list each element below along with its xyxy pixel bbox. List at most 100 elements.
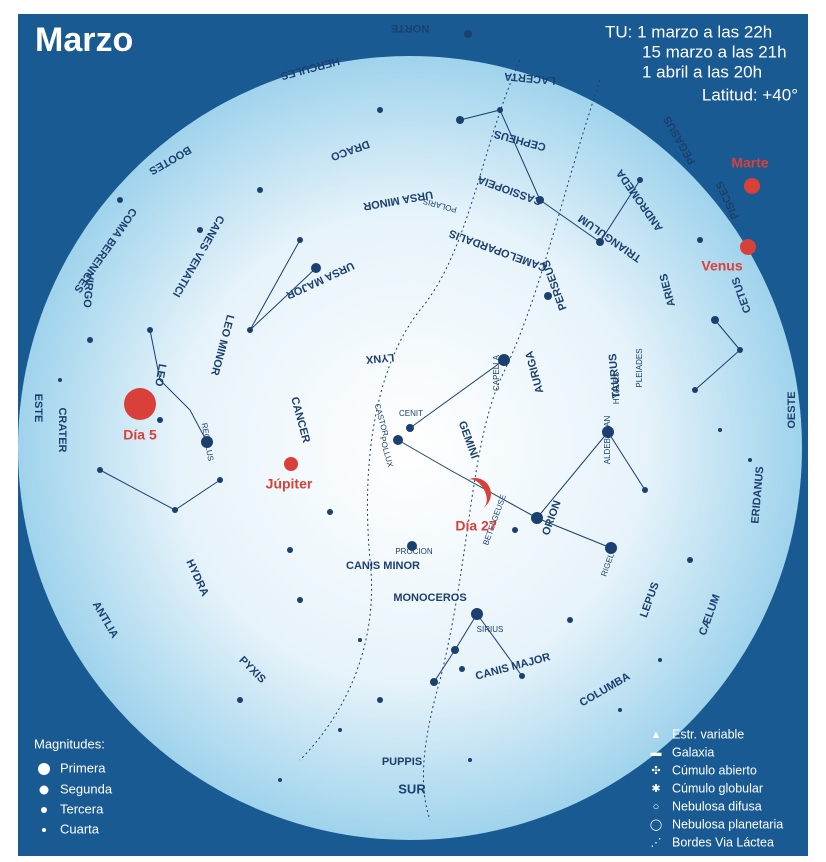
star-label: PROCION xyxy=(395,547,433,556)
legend-item: Nebulosa difusa xyxy=(672,799,762,813)
planet-mars xyxy=(744,178,760,194)
star xyxy=(377,107,383,113)
star xyxy=(692,387,698,393)
constellation-label: ERIDANUS xyxy=(749,466,766,524)
cardinal: NORTE xyxy=(391,22,430,34)
star xyxy=(697,237,703,243)
constellation-label: CRATER xyxy=(56,407,68,452)
star xyxy=(519,673,525,679)
cardinal: SUR xyxy=(398,781,426,796)
planet-venus xyxy=(740,239,756,255)
star xyxy=(217,477,223,483)
star-label: SIRIUS xyxy=(477,625,504,634)
star xyxy=(531,512,543,524)
legend-symbol: ✣ xyxy=(651,765,660,777)
constellation-line xyxy=(409,359,505,429)
legend-item: Bordes Via Láctea xyxy=(672,835,774,849)
star xyxy=(687,557,693,563)
object-legend: ▲ Estr. variable ▬ Galaxia ✣ Cúmulo abierto ✱ C… xyxy=(650,727,783,849)
constellation-label: LACERTA xyxy=(504,70,557,86)
star-label: CENIT xyxy=(399,409,423,418)
legend-symbol: ▲ xyxy=(651,729,662,741)
star xyxy=(748,458,752,462)
moon-label: Día 27 xyxy=(455,518,496,534)
star xyxy=(637,177,643,183)
star xyxy=(147,327,153,333)
magnitude-legend: Magnitudes: Primera Segunda Tercera Cuar… xyxy=(34,736,113,836)
star xyxy=(117,197,123,203)
legend-item: Cuarta xyxy=(60,821,100,836)
star xyxy=(201,436,213,448)
star xyxy=(172,507,178,513)
time-line: 15 marzo a las 21h xyxy=(642,42,787,61)
title: Marzo xyxy=(35,21,133,59)
milky-way-border xyxy=(299,59,521,761)
star xyxy=(197,227,203,233)
star-label: HYADES xyxy=(612,372,621,404)
star xyxy=(512,527,518,533)
star xyxy=(247,327,253,333)
legend-symbol: ⋰ xyxy=(651,837,662,849)
star xyxy=(311,263,321,273)
legend-item: Nebulosa planetaria xyxy=(672,817,783,831)
planet-label: Marte xyxy=(731,155,769,171)
star xyxy=(430,678,438,686)
legend-symbol: ▬ xyxy=(651,747,662,759)
star-label: PLEIADES xyxy=(635,348,644,387)
cardinal: ESTE xyxy=(32,394,44,423)
planet-label: Júpiter xyxy=(266,476,313,492)
stars xyxy=(58,30,752,782)
latitude: Latitud: +40° xyxy=(702,85,798,104)
legend-symbol xyxy=(38,763,50,775)
legend-symbol: ○ xyxy=(653,801,660,813)
legend-item: Estr. variable xyxy=(672,727,744,741)
star xyxy=(596,238,604,246)
legend-symbol: ✱ xyxy=(651,783,660,795)
constellation-line xyxy=(536,431,609,519)
constellation-label: TAURUS xyxy=(607,353,623,399)
moon-label: Día 5 xyxy=(123,427,157,443)
star xyxy=(618,708,622,712)
star xyxy=(237,697,243,703)
legend-item: Tercera xyxy=(60,801,104,816)
legend-title: Magnitudes: xyxy=(34,736,105,751)
star xyxy=(327,509,333,515)
star xyxy=(605,542,617,554)
star xyxy=(471,608,483,620)
constellation-line xyxy=(607,431,646,491)
star xyxy=(737,347,743,353)
star xyxy=(642,487,648,493)
star xyxy=(468,758,472,762)
star xyxy=(358,638,362,642)
star xyxy=(718,428,722,432)
star xyxy=(58,378,62,382)
planet-label: Venus xyxy=(701,258,742,274)
cardinal: OESTE xyxy=(786,391,798,428)
constellation-label: LYNX xyxy=(365,351,395,365)
star xyxy=(602,426,614,438)
planet-jupiter xyxy=(284,457,298,471)
star xyxy=(87,337,93,343)
star xyxy=(567,617,573,623)
moon xyxy=(124,388,156,420)
time-line: 1 abril a las 20h xyxy=(642,62,762,81)
star xyxy=(544,292,552,300)
constellation-label: MONOCEROS xyxy=(393,592,466,604)
legend-symbol xyxy=(41,807,47,813)
star xyxy=(97,467,103,473)
constellation-line xyxy=(149,329,208,443)
constellation-label: LEO xyxy=(152,363,168,388)
star xyxy=(406,424,414,432)
star xyxy=(297,237,303,243)
constellation-line xyxy=(536,517,612,549)
constellation-line xyxy=(397,439,538,519)
star xyxy=(157,417,163,423)
time-line: TU: 1 marzo a las 22h xyxy=(605,22,772,41)
legend-item: Galaxia xyxy=(672,745,714,759)
star xyxy=(451,646,459,654)
legend-item: Primera xyxy=(60,760,106,775)
star-label: CAPELLA xyxy=(492,354,501,391)
star xyxy=(407,541,417,551)
legend-item: Cúmulo abierto xyxy=(672,763,757,777)
